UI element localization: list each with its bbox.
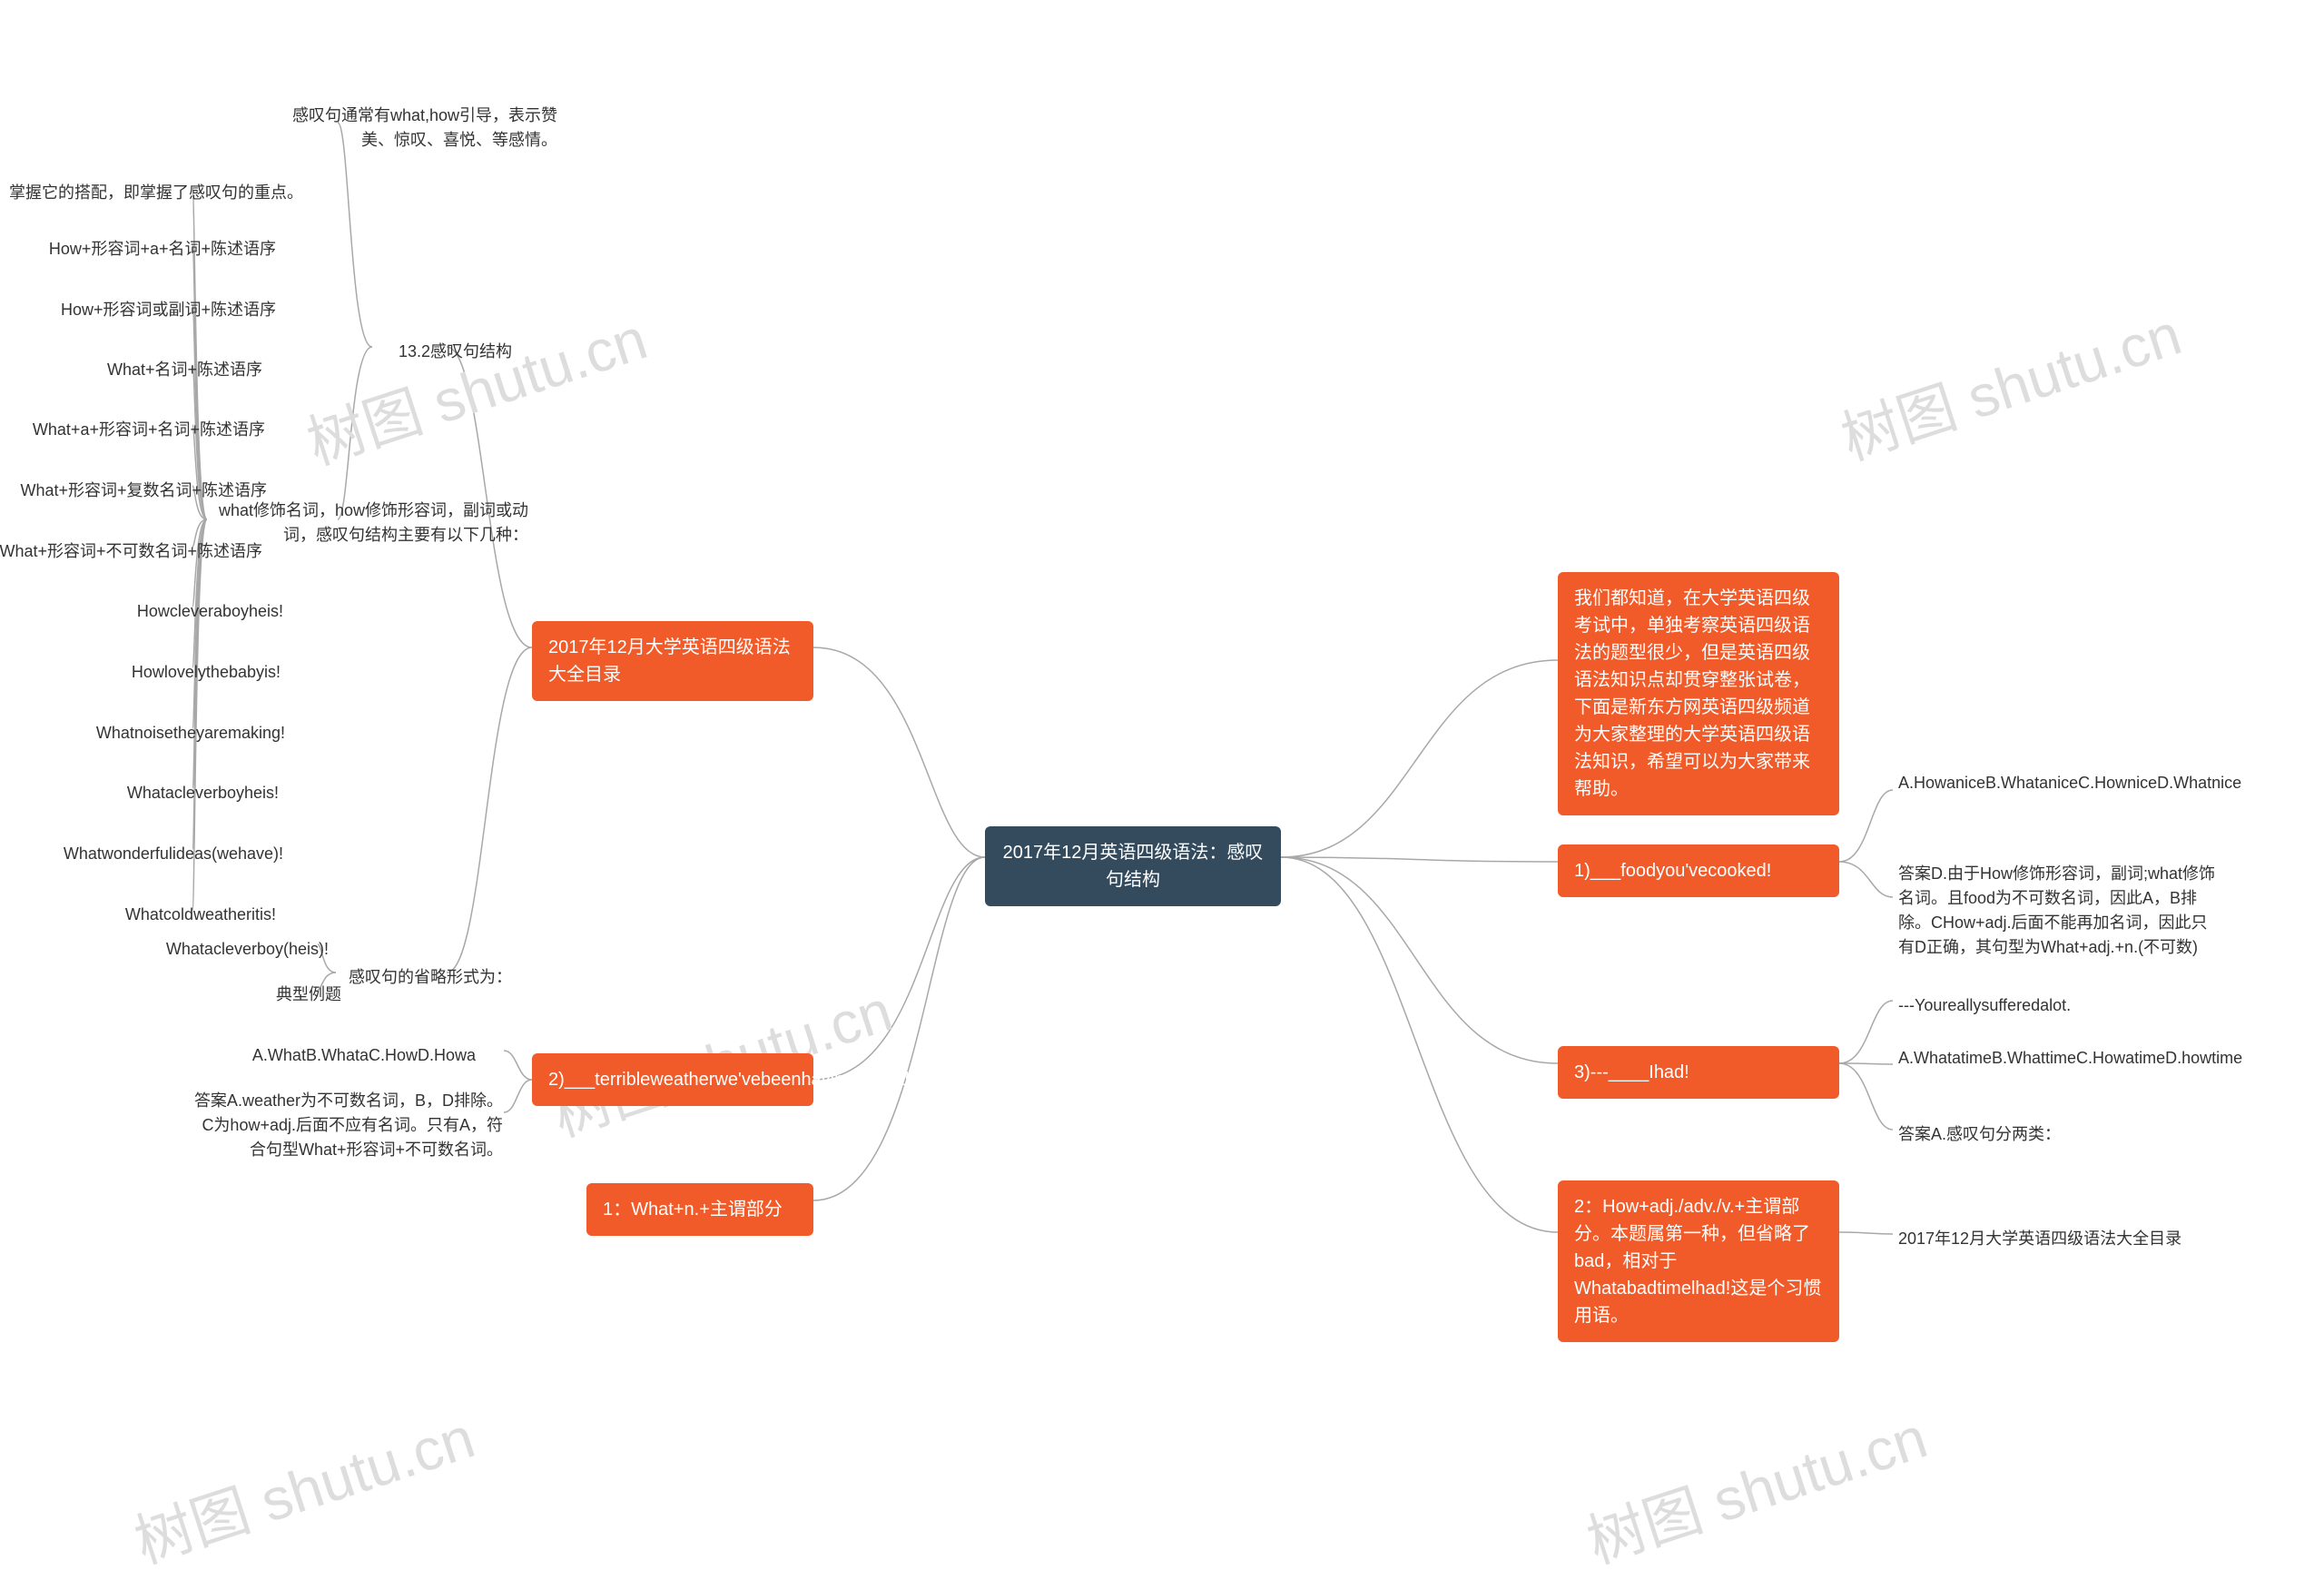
left-catalog-node: 2017年12月大学英语四级语法大全目录 xyxy=(532,621,813,701)
l-ex-label: 感叹句的省略形式为： xyxy=(336,962,517,993)
r-q1-b: 答案D.由于How修饰形容词，副词;what修饰名词。且food为不可数名词，因… xyxy=(1893,858,2229,963)
l-132-b-8: Howlovelythebabyis! xyxy=(104,657,286,688)
left-q1-node: 1：What+n.+主谓部分 xyxy=(586,1183,813,1236)
watermark-1: 树图 shutu.cn xyxy=(295,292,655,480)
right-intro-node: 我们都知道，在大学英语四级考试中，单独考察英语四级语法的题型很少，但是英语四级语… xyxy=(1558,572,1839,815)
l-ex-1: 典型例题 xyxy=(265,979,347,1011)
r-q1-a: A.HowaniceB.WhataniceC.HowniceD.Whatnice xyxy=(1893,767,2229,799)
l-132-b-1: How+形容词+a+名词+陈述语序 xyxy=(9,233,281,265)
right-q3-node: 3)---____Ihad! xyxy=(1558,1046,1839,1099)
r-q3-b: A.WhatatimeB.WhattimeC.HowatimeD.howtime xyxy=(1893,1042,2238,1074)
l-132-b-10: Whatacleverboyheis! xyxy=(103,777,284,809)
l-q2-a: A.WhatB.WhataC.HowD.Howa xyxy=(182,1040,481,1071)
watermark-2: 树图 shutu.cn xyxy=(1829,288,2190,476)
l-132-b-5: What+形容词+复数名词+陈述语序 xyxy=(0,475,272,507)
center-node: 2017年12月英语四级语法：感叹句结构 xyxy=(985,826,1281,906)
l-132-label: 13.2感叹句结构 xyxy=(372,336,517,368)
left-q2-node: 2)___terribleweatherwe'vebeenhavingthese… xyxy=(532,1053,813,1106)
l-132-b-7: Howcleveraboyheis! xyxy=(107,596,289,627)
r-sum-a: 2017年12月大学英语四级语法大全目录 xyxy=(1893,1223,2211,1255)
right-q1-node: 1)___foodyou'vecooked! xyxy=(1558,844,1839,897)
l-ex-0: Whatacleverboy(heis)! xyxy=(153,933,334,965)
watermark-5: 树图 shutu.cn xyxy=(1575,1391,1935,1579)
l-132-b-3: What+名词+陈述语序 xyxy=(86,354,268,386)
l-132-b-6: What+形容词+不可数名词+陈述语序 xyxy=(0,536,268,568)
l-132-b-2: How+形容词或副词+陈述语序 xyxy=(27,294,281,326)
l-132-b-12: Whatcoldweatheritis! xyxy=(100,899,281,931)
l-132-a: 感叹句通常有what,how引导，表示赞美、惊叹、喜悦、等感情。 xyxy=(254,100,563,156)
l-132-b-11: Whatwonderfulideas(wehave)! xyxy=(34,838,289,870)
right-sum-node: 2：How+adj./adv./v.+主谓部分。本题属第一种，但省略了bad，相… xyxy=(1558,1180,1839,1342)
l-132-b-4: What+a+形容词+名词+陈述语序 xyxy=(0,414,271,446)
l-132-b-0: 掌握它的搭配，即掌握了感叹句的重点。 xyxy=(0,177,309,209)
watermark-4: 树图 shutu.cn xyxy=(123,1391,483,1579)
l-132-b-9: Whatnoisetheyaremaking! xyxy=(64,717,290,749)
r-q3-a: ---Youreallysufferedalot. xyxy=(1893,990,2129,1022)
l-q2-b: 答案A.weather为不可数名词，B，D排除。C为how+adj.后面不应有名… xyxy=(182,1085,508,1166)
connector-layer xyxy=(0,0,2324,1517)
r-q3-c: 答案A.感叹句分两类： xyxy=(1893,1119,2083,1150)
